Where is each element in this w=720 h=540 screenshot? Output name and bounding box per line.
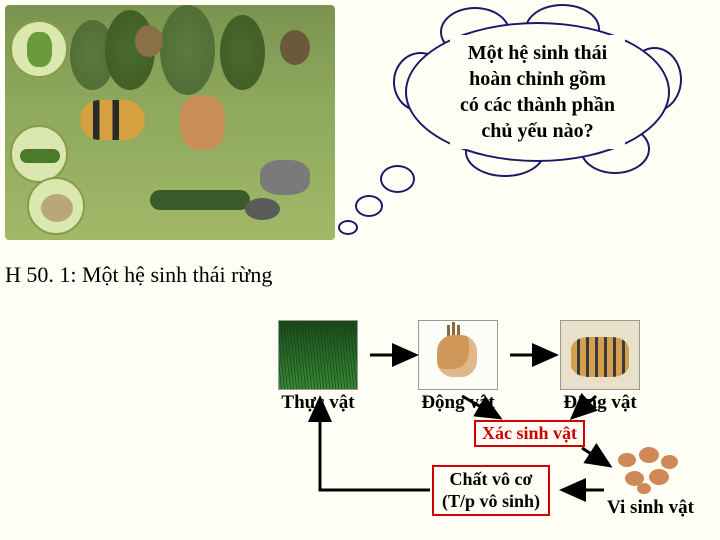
node-plant-label: Thực vật bbox=[278, 392, 358, 414]
thought-dot bbox=[355, 195, 383, 217]
thought-dot bbox=[338, 220, 358, 235]
node-microbe: Vi sinh vật bbox=[607, 445, 694, 519]
thought-line3: có các thành phần bbox=[460, 94, 615, 116]
figure-caption: H 50. 1: Một hệ sinh thái rừng bbox=[5, 262, 272, 288]
thought-line4: chủ yếu nào? bbox=[481, 120, 593, 142]
node-microbe-label: Vi sinh vật bbox=[607, 497, 694, 519]
tiger-icon bbox=[560, 320, 640, 390]
node-carnivore: Động vật bbox=[560, 320, 640, 414]
detritus-box: Xác sinh vật bbox=[474, 420, 585, 447]
inorganic-line1: Chất vô cơ bbox=[450, 469, 533, 489]
plant-icon bbox=[278, 320, 358, 390]
node-herbivore: Động vật bbox=[418, 320, 498, 414]
ecosystem-illustration bbox=[5, 5, 335, 240]
node-plant: Thực vật bbox=[278, 320, 358, 414]
thought-bubble-text: Một hệ sinh thái hoàn chỉnh gồm có các t… bbox=[450, 35, 625, 149]
node-herb-label: Động vật bbox=[418, 392, 498, 414]
microbe-icon bbox=[613, 445, 688, 495]
inorganic-line2: (T/p vô sinh) bbox=[442, 491, 540, 511]
thought-bubble: Một hệ sinh thái hoàn chỉnh gồm có các t… bbox=[405, 22, 670, 162]
thought-dot bbox=[380, 165, 415, 193]
inorganic-box: Chất vô cơ (T/p vô sinh) bbox=[432, 465, 550, 516]
node-carn-label: Động vật bbox=[560, 392, 640, 414]
deer-icon bbox=[418, 320, 498, 390]
thought-line1: Một hệ sinh thái bbox=[468, 42, 607, 64]
thought-line2: hoàn chỉnh gồm bbox=[469, 68, 606, 90]
